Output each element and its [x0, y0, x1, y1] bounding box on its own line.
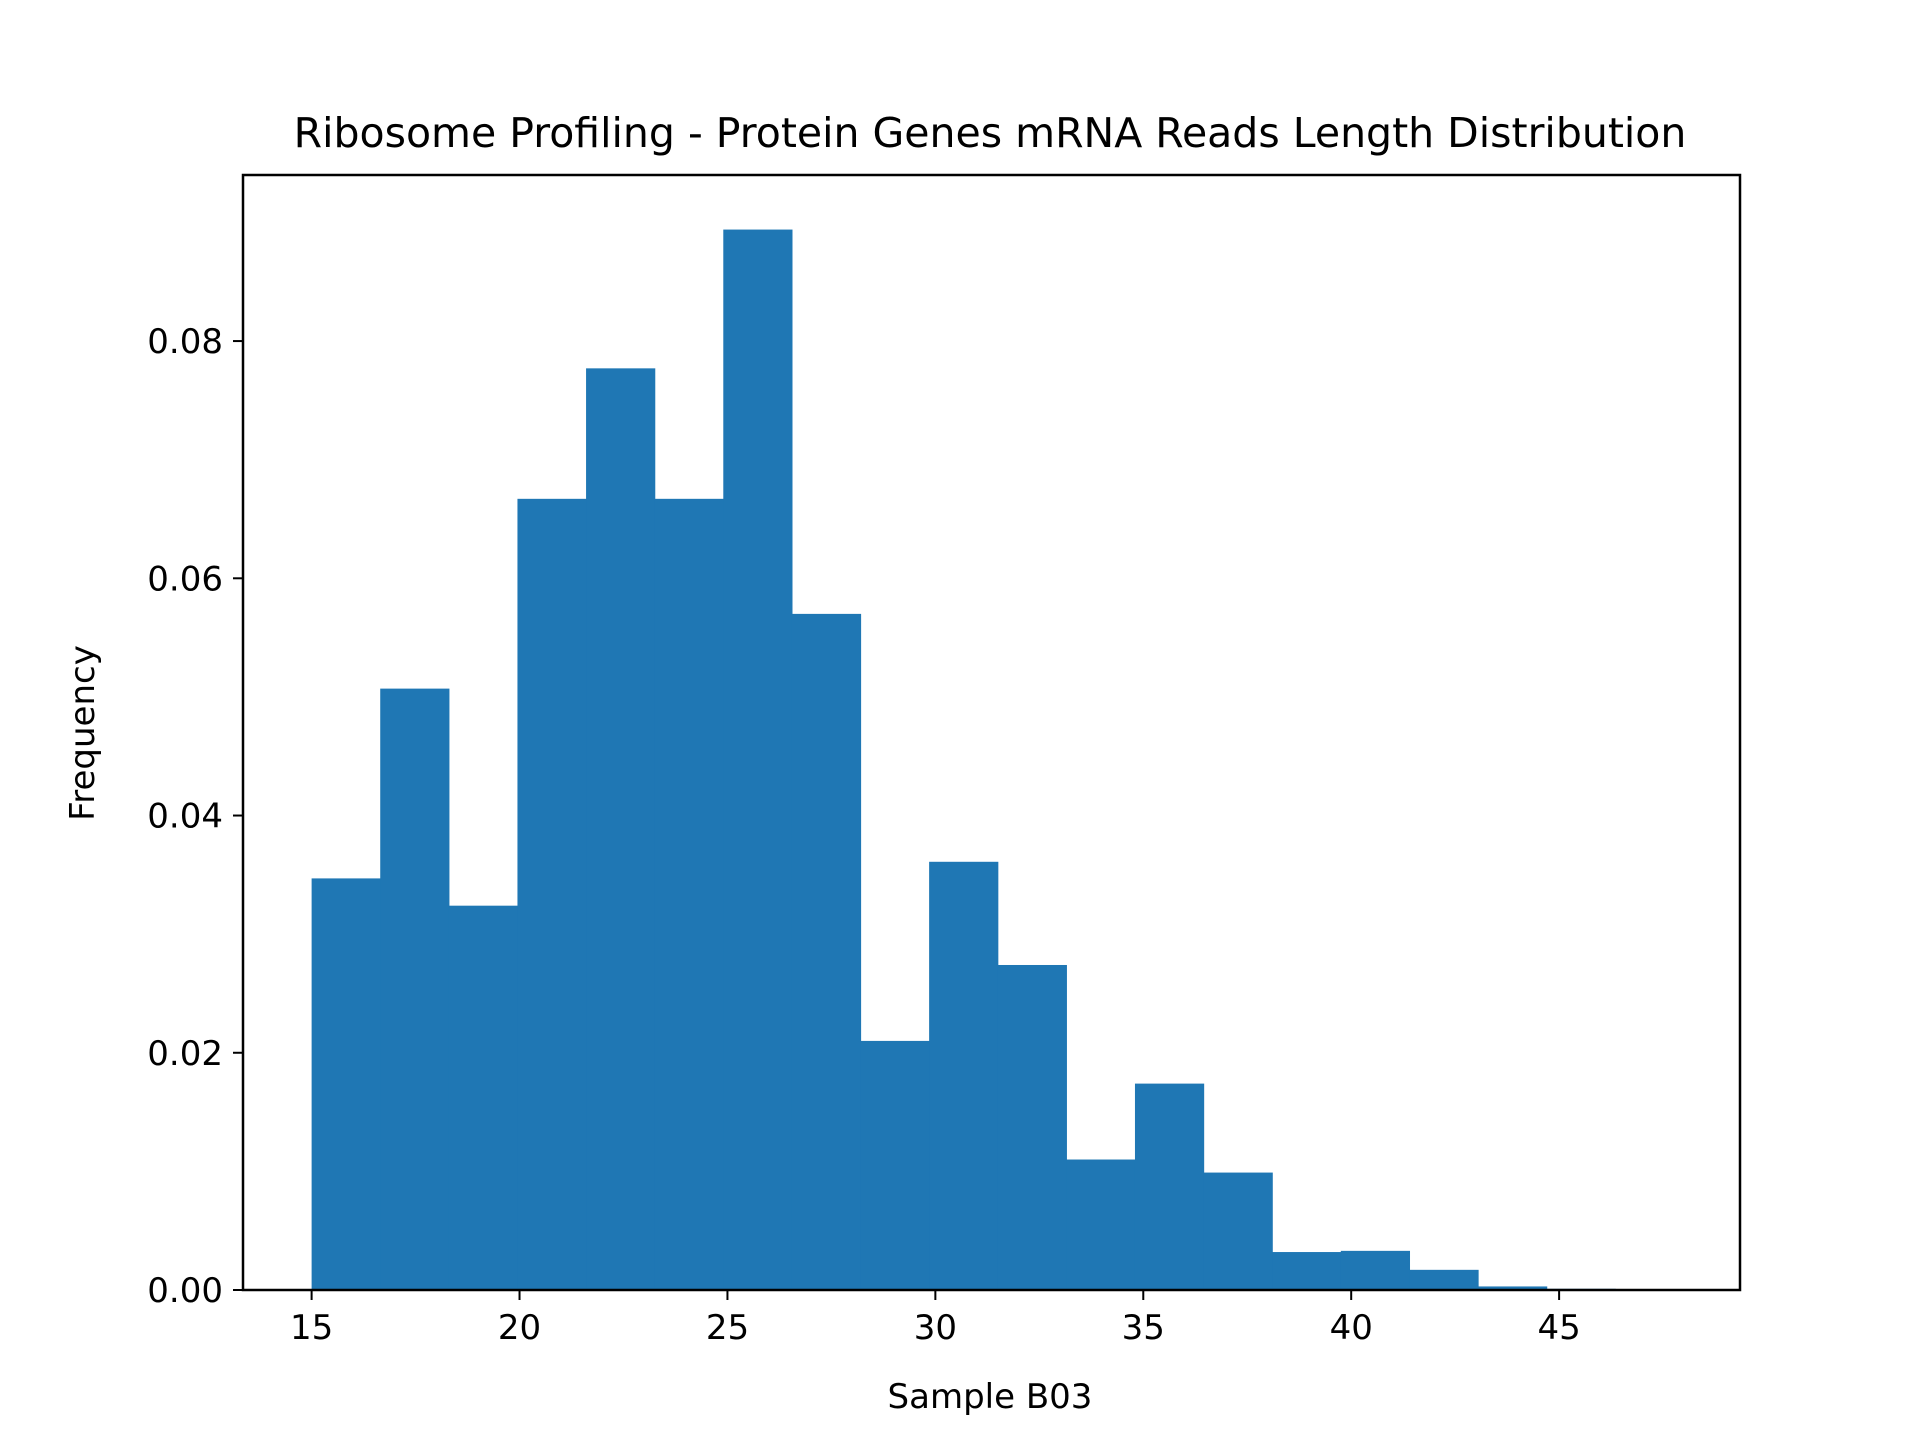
- histogram-bar: [654, 498, 724, 1290]
- histogram-bar: [1478, 1286, 1548, 1290]
- histogram-bar: [586, 368, 656, 1291]
- histogram-bar: [1340, 1250, 1411, 1290]
- y-axis-ticks: 0.00 0.02 0.04 0.06 0.08: [147, 322, 243, 1311]
- y-tick-label: 0.04: [147, 797, 223, 837]
- x-axis-label: Sample B03: [888, 1377, 1093, 1417]
- plot-frame: [241, 173, 1742, 1292]
- y-tick-label: 0.08: [147, 322, 223, 362]
- x-tick-label: 25: [706, 1308, 749, 1348]
- histogram-bar: [380, 688, 450, 1290]
- histogram-bar: [791, 613, 862, 1290]
- x-tick-label: 40: [1330, 1308, 1373, 1348]
- histogram-bar: [311, 878, 381, 1290]
- histogram-bar: [448, 905, 519, 1290]
- chart-title: Ribosome Profiling - Protein Genes mRNA …: [294, 109, 1687, 157]
- x-tick-label: 15: [290, 1308, 333, 1348]
- histogram-bar: [723, 229, 793, 1290]
- x-tick-label: 30: [914, 1308, 957, 1348]
- histogram-bar: [929, 861, 999, 1290]
- histogram-bar: [1066, 1159, 1136, 1290]
- y-tick-label: 0.06: [147, 559, 223, 599]
- histogram-bar: [1409, 1269, 1479, 1290]
- x-axis-ticks: 15 20 25 30 35 40 45: [290, 1290, 1581, 1348]
- bars: [311, 229, 1616, 1291]
- histogram-bar: [997, 964, 1067, 1290]
- y-axis-label: Frequency: [63, 645, 103, 821]
- histogram-bar: [1272, 1252, 1342, 1290]
- histogram-bar: [517, 498, 587, 1290]
- histogram-bar: [1203, 1172, 1273, 1290]
- y-tick-label: 0.00: [147, 1271, 223, 1311]
- histogram-bar: [860, 1040, 930, 1290]
- y-tick-label: 0.02: [147, 1034, 223, 1074]
- x-tick-label: 20: [498, 1308, 541, 1348]
- x-tick-label: 35: [1122, 1308, 1165, 1348]
- x-tick-label: 45: [1537, 1308, 1580, 1348]
- histogram-bar: [1134, 1083, 1205, 1290]
